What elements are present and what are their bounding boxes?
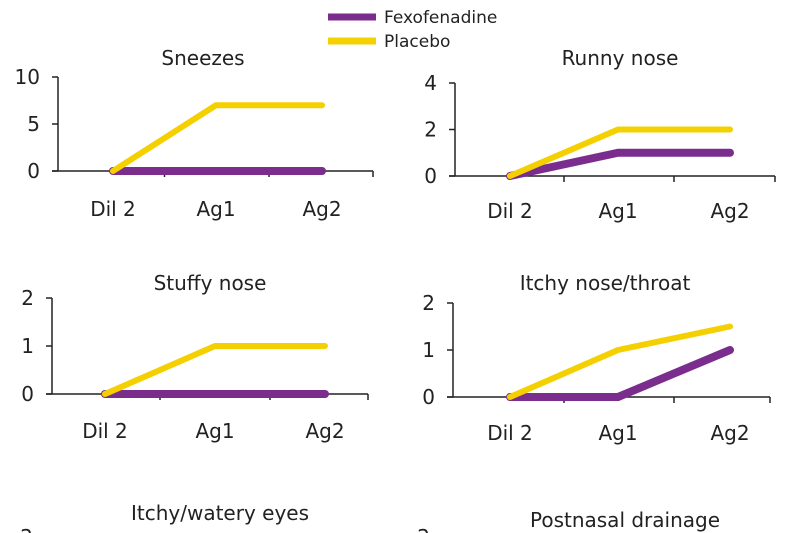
series-line-placebo (102, 343, 328, 397)
panel-0: Sneezes 0 5 10 Dil 2 Ag1 Ag2 (15, 46, 374, 221)
x-tick-label: Ag1 (598, 199, 637, 223)
panel-5: Postnasal drainage 2 (417, 508, 720, 533)
y-tick-label: 2 (424, 118, 437, 142)
y-tick-label: 5 (27, 112, 40, 136)
y-tick-label: 0 (27, 159, 40, 183)
y-tick-label: 2 (417, 525, 430, 533)
x-tick-label: Dil 2 (90, 197, 136, 221)
y-tick-label: 0 (424, 164, 437, 188)
series-line-fexofenadine (506, 346, 734, 401)
y-tick-label: 0 (21, 382, 34, 406)
panel-title: Sneezes (161, 46, 244, 70)
x-tick-label: Ag2 (710, 421, 749, 445)
legend: Fexofenadine Placebo (328, 8, 497, 52)
panel-title: Runny nose (562, 46, 679, 70)
panel-title: Stuffy nose (154, 271, 267, 295)
x-tick-label: Dil 2 (487, 421, 533, 445)
x-tick-label: Dil 2 (487, 199, 533, 223)
series-line-placebo (110, 102, 325, 174)
y-tick-label: 1 (21, 334, 34, 358)
y-tick-label: 10 (15, 65, 40, 89)
legend-label-placebo: Placebo (384, 32, 450, 52)
panel-1: Runny nose 0 2 4 Dil 2 Ag1 Ag2 (424, 46, 776, 223)
x-tick-label: Ag1 (195, 419, 234, 443)
x-tick-label: Ag2 (302, 197, 341, 221)
x-tick-label: Ag1 (196, 197, 235, 221)
x-tick-label: Ag1 (598, 421, 637, 445)
y-tick-label: 4 (424, 71, 437, 95)
x-tick-label: Ag2 (710, 199, 749, 223)
x-tick-label: Ag2 (305, 419, 344, 443)
y-tick-label: 2 (20, 525, 33, 533)
panel-title: Itchy nose/throat (520, 271, 691, 295)
y-tick-label: 2 (422, 291, 435, 315)
y-tick-label: 0 (422, 385, 435, 409)
panel-3: Itchy nose/throat 0 1 2 Dil 2 Ag1 Ag2 (422, 271, 771, 445)
y-tick-label: 1 (422, 338, 435, 362)
x-tick-label: Dil 2 (82, 419, 128, 443)
legend-label-fexofenadine: Fexofenadine (384, 8, 497, 28)
panel-title: Itchy/watery eyes (131, 501, 309, 525)
panel-4: Itchy/watery eyes 2 (20, 501, 309, 533)
panel-title: Postnasal drainage (530, 508, 720, 532)
panel-2: Stuffy nose 0 1 2 Dil 2 Ag1 Ag2 (21, 271, 369, 443)
y-tick-label: 2 (21, 286, 34, 310)
